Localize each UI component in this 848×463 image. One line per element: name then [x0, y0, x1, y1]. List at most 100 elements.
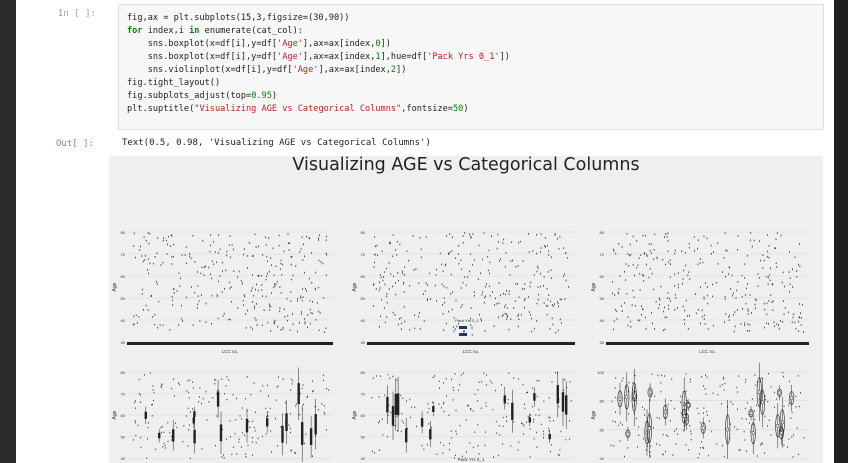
data-mark	[636, 266, 638, 269]
data-mark	[799, 303, 800, 305]
data-mark	[555, 331, 557, 334]
data-mark	[198, 401, 199, 403]
data-mark	[303, 243, 304, 246]
data-mark	[320, 261, 322, 263]
legend-swatch-1	[459, 333, 467, 336]
data-mark	[502, 425, 504, 428]
data-mark	[164, 444, 166, 447]
data-mark	[196, 307, 198, 309]
data-mark	[213, 263, 214, 265]
data-mark	[677, 283, 679, 286]
data-mark	[387, 414, 389, 416]
data-mark	[250, 393, 252, 396]
data-mark	[716, 443, 718, 445]
data-mark	[222, 428, 223, 431]
data-mark	[632, 235, 634, 238]
data-mark	[524, 298, 526, 300]
data-mark	[556, 301, 558, 303]
data-mark	[477, 400, 479, 402]
data-mark	[373, 284, 374, 286]
data-mark	[559, 449, 561, 451]
data-mark	[257, 289, 259, 292]
data-mark	[522, 423, 523, 425]
data-mark	[748, 330, 750, 332]
data-mark	[695, 293, 696, 295]
data-mark	[685, 373, 687, 375]
data-mark	[613, 320, 615, 323]
data-mark	[736, 289, 738, 292]
data-mark	[503, 238, 505, 241]
y-tick-label: 40	[361, 456, 366, 461]
data-mark	[256, 324, 258, 326]
data-mark	[147, 268, 148, 271]
data-mark	[461, 455, 463, 457]
data-mark	[270, 430, 272, 432]
data-mark	[688, 246, 690, 249]
data-mark	[680, 395, 682, 398]
data-mark	[395, 282, 396, 284]
data-mark	[192, 381, 193, 383]
data-mark	[478, 381, 480, 383]
data-mark	[375, 288, 377, 290]
data-mark	[381, 250, 383, 252]
data-mark	[697, 239, 699, 241]
data-mark	[551, 381, 553, 383]
data-mark	[788, 311, 789, 314]
data-mark	[702, 261, 704, 264]
data-mark	[157, 326, 159, 329]
data-mark	[318, 310, 320, 313]
data-mark	[564, 298, 566, 300]
legend-item-1: 1	[471, 332, 474, 337]
data-mark	[412, 235, 414, 237]
data-mark	[701, 441, 702, 443]
data-mark	[677, 307, 678, 309]
data-mark	[481, 381, 483, 383]
data-mark	[674, 273, 675, 276]
data-mark	[687, 327, 689, 330]
data-mark	[485, 384, 487, 386]
data-mark	[703, 235, 705, 238]
data-mark	[273, 321, 275, 324]
data-mark	[643, 253, 645, 255]
data-mark	[319, 312, 321, 314]
data-mark	[762, 267, 764, 269]
data-mark	[752, 424, 754, 426]
data-mark	[135, 421, 136, 424]
box	[193, 429, 196, 444]
code-cell[interactable]: fig,ax = plt.subplots(15,3,figsize=(30,9…	[118, 4, 824, 130]
code-editor[interactable]: fig,ax = plt.subplots(15,3,figsize=(30,9…	[127, 13, 510, 114]
data-mark	[438, 380, 440, 382]
data-mark	[269, 407, 271, 409]
data-mark	[315, 288, 316, 291]
data-mark	[633, 296, 635, 298]
data-mark	[737, 235, 739, 237]
data-mark	[140, 245, 141, 248]
data-mark	[656, 443, 657, 445]
data-mark	[693, 236, 695, 238]
data-mark	[734, 426, 735, 428]
data-mark	[650, 445, 652, 447]
data-mark	[472, 410, 474, 412]
data-mark	[436, 268, 437, 271]
box	[309, 428, 313, 445]
data-mark	[257, 437, 259, 440]
median-marker	[683, 414, 686, 418]
data-mark	[282, 326, 284, 329]
data-mark	[406, 400, 407, 402]
data-mark	[428, 423, 430, 425]
box	[281, 425, 284, 443]
data-mark	[223, 312, 225, 315]
data-mark	[774, 247, 776, 249]
data-mark	[150, 295, 152, 297]
right-scrollbar-track[interactable]	[834, 0, 848, 463]
data-mark	[188, 391, 190, 394]
data-mark	[549, 327, 551, 330]
data-mark	[544, 245, 546, 247]
data-mark	[621, 380, 623, 382]
data-mark	[441, 263, 443, 266]
box	[396, 393, 400, 416]
data-mark	[533, 274, 535, 276]
data-mark	[655, 300, 657, 303]
data-mark	[538, 414, 540, 416]
